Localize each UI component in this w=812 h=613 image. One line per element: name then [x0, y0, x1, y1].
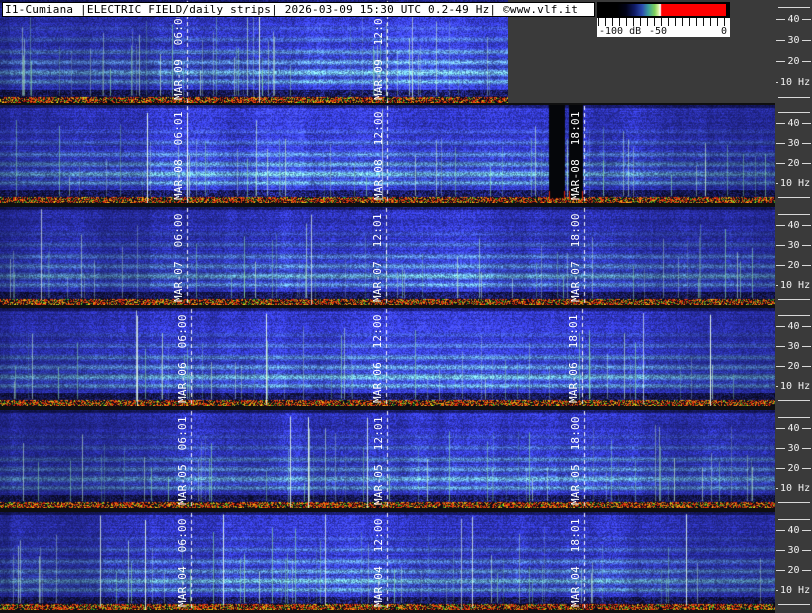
- freq-axis-label: 20: [787, 158, 800, 170]
- freq-axis-tick-10: 10 Hz: [775, 381, 812, 392]
- time-marker-label: MAR-06 18:01: [567, 314, 580, 403]
- freq-axis-tick-40: 40: [775, 423, 812, 434]
- time-marker-label: MAR-09 06:00: [172, 11, 185, 100]
- freq-axis-label: 40: [787, 220, 800, 232]
- freq-axis-tick-20: 20: [775, 56, 812, 67]
- freq-axis-label: 30: [787, 35, 800, 47]
- freq-axis-tick-20: 20: [775, 361, 812, 372]
- freq-axis-label: 10 Hz: [780, 483, 811, 495]
- colorbar-labels: -100 dB -50 0: [597, 26, 730, 37]
- time-marker-label: MAR-05 18:00: [569, 416, 582, 505]
- freq-axis-tick-line: [778, 416, 810, 418]
- freq-axis-label: 20: [787, 463, 800, 475]
- freq-axis-tick-line: [778, 96, 810, 98]
- freq-axis-label: 30: [787, 341, 800, 353]
- spectrogram-canvas: [0, 0, 508, 103]
- freq-axis-tick-40: 40: [775, 321, 812, 332]
- time-marker-label: MAR-06 12:00: [371, 314, 384, 403]
- freq-axis-tick-line: [778, 111, 810, 113]
- colorbar-frame: [597, 2, 730, 18]
- freq-axis-tick-10: 10 Hz: [775, 483, 812, 494]
- time-marker-label: MAR-09 12:01: [372, 11, 385, 100]
- freq-axis-tick-30: 30: [775, 138, 812, 149]
- freq-axis-label: 20: [787, 260, 800, 272]
- freq-axis-tick-20: 20: [775, 158, 812, 169]
- colorbar-label-max: 0: [720, 26, 727, 37]
- freq-axis-tick-20: 20: [775, 565, 812, 576]
- freq-axis-label: 30: [787, 138, 800, 150]
- freq-axis-tick-40: 40: [775, 220, 812, 231]
- freq-axis-tick-30: 30: [775, 545, 812, 556]
- time-marker-label: MAR-08 06:01: [172, 111, 185, 200]
- spectrogram-canvas: [0, 207, 775, 305]
- freq-axis-tick-10: 10 Hz: [775, 178, 812, 189]
- time-marker-label: MAR-08 18:01: [569, 111, 582, 200]
- colorbar-legend: -100 dB -50 0: [597, 2, 730, 37]
- freq-axis-label: 40: [787, 423, 800, 435]
- freq-axis-tick-10: 10 Hz: [775, 77, 812, 88]
- freq-axis-label: 30: [787, 545, 800, 557]
- colorbar-ticks: [597, 18, 730, 26]
- freq-axis-tick-30: 30: [775, 443, 812, 454]
- freq-axis-tick-40: 40: [775, 118, 812, 129]
- time-marker-label: MAR-06 06:00: [176, 314, 189, 403]
- freq-axis-label: 40: [787, 525, 800, 537]
- freq-axis-tick-line: [778, 7, 810, 9]
- spectrogram-strip-mar-07: MAR-07 06:00 MAR-07 12:01 MAR-07 18:00: [0, 207, 775, 305]
- freq-axis-tick-40: 40: [775, 14, 812, 25]
- freq-axis-tick-20: 20: [775, 260, 812, 271]
- freq-axis-label: 40: [787, 13, 800, 25]
- freq-axis-tick-line: [778, 502, 810, 504]
- freq-axis-label: 10 Hz: [780, 77, 811, 89]
- freq-axis-tick-line: [778, 213, 810, 215]
- colorbar-label-min: -100 dB: [599, 26, 642, 37]
- spectrogram-strip-mar-06: MAR-06 06:00 MAR-06 12:00 MAR-06 18:01: [0, 308, 775, 406]
- freq-axis-label: 10 Hz: [780, 280, 811, 292]
- freq-axis-tick-line: [778, 400, 810, 402]
- freq-axis-label: 20: [787, 565, 800, 577]
- colorbar-label-mid: -50: [649, 26, 668, 37]
- time-marker-label: MAR-04 06:00: [176, 518, 189, 607]
- freq-axis-tick-10: 10 Hz: [775, 280, 812, 291]
- freq-axis-tick-line: [778, 604, 810, 606]
- freq-axis-label: 10 Hz: [780, 178, 811, 190]
- freq-axis-tick-line: [778, 518, 810, 520]
- freq-axis-tick-30: 30: [775, 240, 812, 251]
- freq-axis-label: 20: [787, 56, 800, 68]
- freq-axis-label: 40: [787, 118, 800, 130]
- freq-axis-label: 40: [787, 321, 800, 333]
- time-marker-label: MAR-07 12:01: [371, 213, 384, 302]
- freq-axis-label: 10 Hz: [780, 585, 811, 597]
- spectrogram-strip-mar-05: MAR-05 06:01 MAR-05 12:01 MAR-05 18:00: [0, 410, 775, 508]
- spectrogram-canvas: [0, 105, 775, 203]
- freq-axis-label: 30: [787, 443, 800, 455]
- freq-axis-tick-30: 30: [775, 341, 812, 352]
- freq-axis-label: 20: [787, 361, 800, 373]
- spectrogram-strip-mar-04: MAR-04 06:00 MAR-04 12:00 MAR-04 18:01: [0, 512, 775, 610]
- freq-axis-tick-30: 30: [775, 35, 812, 46]
- title-bar: I1-Cumiana |ELECTRIC FIELD/daily strips|…: [2, 2, 595, 17]
- freq-axis-tick-20: 20: [775, 463, 812, 474]
- freq-axis-tick-line: [778, 197, 810, 199]
- freq-axis-label: 10 Hz: [780, 381, 811, 393]
- time-marker-label: MAR-04 12:00: [372, 518, 385, 607]
- spectrogram-canvas: [0, 308, 775, 406]
- freq-axis-tick-40: 40: [775, 525, 812, 536]
- time-marker-label: MAR-08 12:00: [372, 111, 385, 200]
- time-marker-label: MAR-04 18:01: [569, 518, 582, 607]
- freq-axis-label: 30: [787, 240, 800, 252]
- time-marker-label: MAR-07 18:00: [569, 213, 582, 302]
- colorbar-gradient: [601, 4, 726, 16]
- freq-axis-tick-10: 10 Hz: [775, 585, 812, 596]
- freq-axis-tick-line: [778, 299, 810, 301]
- freq-axis-tick-line: [778, 314, 810, 316]
- frequency-axis-column: 40 30 20 10 Hz 40 30 20 10 Hz 40 30 20 10 Hz 40 30 20 1…: [775, 0, 812, 613]
- time-marker-label: MAR-05 12:01: [372, 416, 385, 505]
- time-marker-label: MAR-07 06:00: [172, 213, 185, 302]
- time-marker-label: MAR-05 06:01: [176, 416, 189, 505]
- spectrogram-canvas: [0, 410, 775, 508]
- spectrogram-canvas: [0, 512, 775, 610]
- spectrogram-strip-mar-08: MAR-08 06:01 MAR-08 12:00 MAR-08 18:01: [0, 105, 775, 203]
